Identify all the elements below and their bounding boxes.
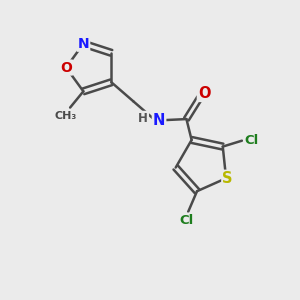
Text: N: N (78, 37, 89, 51)
Text: O: O (60, 61, 72, 75)
Text: CH₃: CH₃ (55, 111, 77, 121)
Text: N: N (153, 113, 165, 128)
Text: O: O (198, 86, 210, 101)
Text: Cl: Cl (180, 214, 194, 226)
Text: Cl: Cl (244, 134, 259, 147)
Text: S: S (222, 171, 233, 186)
Text: H: H (138, 112, 148, 125)
